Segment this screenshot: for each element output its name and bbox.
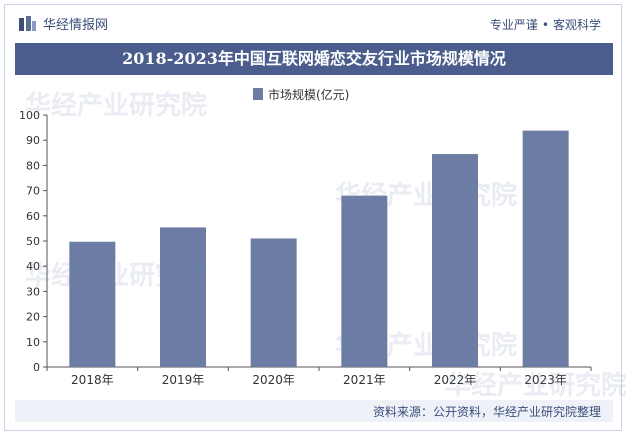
chart-frame: 华经情报网 专业严谨 • 客观科学 2018-2023年中国互联网婚恋交友行业市… — [4, 4, 626, 431]
brand-logo-icon — [19, 15, 36, 31]
y-tick-label: 70 — [26, 185, 40, 198]
brand[interactable]: 华经情报网 — [19, 14, 108, 33]
bar-6 — [522, 130, 569, 367]
y-tick-label: 80 — [26, 159, 40, 172]
bar-2 — [160, 227, 206, 367]
brand-name: 华经情报网 — [43, 18, 109, 33]
bar-1 — [69, 241, 116, 367]
chart-title: 2018-2023年中国互联网婚恋交友行业市场规模情况 — [122, 49, 506, 68]
bar-4 — [341, 195, 388, 367]
y-tick-label: 30 — [26, 285, 40, 298]
y-tick-label: 10 — [26, 336, 40, 349]
slogan: 专业严谨 • 客观科学 — [490, 16, 601, 33]
x-tick-label: 2020年 — [252, 373, 295, 387]
footer-bar: 资料来源：公开资料，华经产业研究院整理 — [15, 400, 613, 422]
y-tick-label: 60 — [26, 210, 40, 223]
x-tick-label: 2019年 — [162, 373, 205, 387]
y-tick-label: 0 — [33, 361, 40, 374]
x-tick-label: 2018年 — [71, 373, 114, 387]
bar-3 — [250, 238, 297, 367]
top-bar: 华经情报网 专业严谨 • 客观科学 — [5, 5, 621, 43]
y-tick-label: 50 — [26, 235, 40, 248]
y-tick-label: 100 — [19, 109, 40, 122]
y-tick-label: 90 — [26, 134, 40, 147]
legend-swatch — [253, 88, 263, 100]
bar-5 — [432, 154, 478, 367]
title-bar: 2018-2023年中国互联网婚恋交友行业市场规模情况 — [15, 43, 613, 75]
x-tick-label: 2023年 — [524, 373, 567, 387]
y-tick-label: 40 — [26, 260, 40, 273]
slogan-right: 客观科学 — [552, 18, 601, 32]
x-tick-label: 2021年 — [343, 373, 386, 387]
x-tick-label: 2022年 — [434, 373, 477, 387]
slogan-dot: • — [541, 17, 549, 32]
bar-chart: 市场规模(亿元) 0 10 20 30 40 50 60 70 80 90 100 2018年 2019年… — [19, 87, 592, 387]
y-tick-label: 20 — [26, 311, 40, 324]
source-note: 资料来源：公开资料，华经产业研究院整理 — [372, 405, 601, 419]
slogan-left: 专业严谨 — [489, 18, 538, 32]
legend-label: 市场规模(亿元) — [268, 87, 349, 102]
chart-area: 市场规模(亿元) 0 10 20 30 40 50 60 70 80 90 100 2018年 2019年… — [5, 77, 621, 399]
